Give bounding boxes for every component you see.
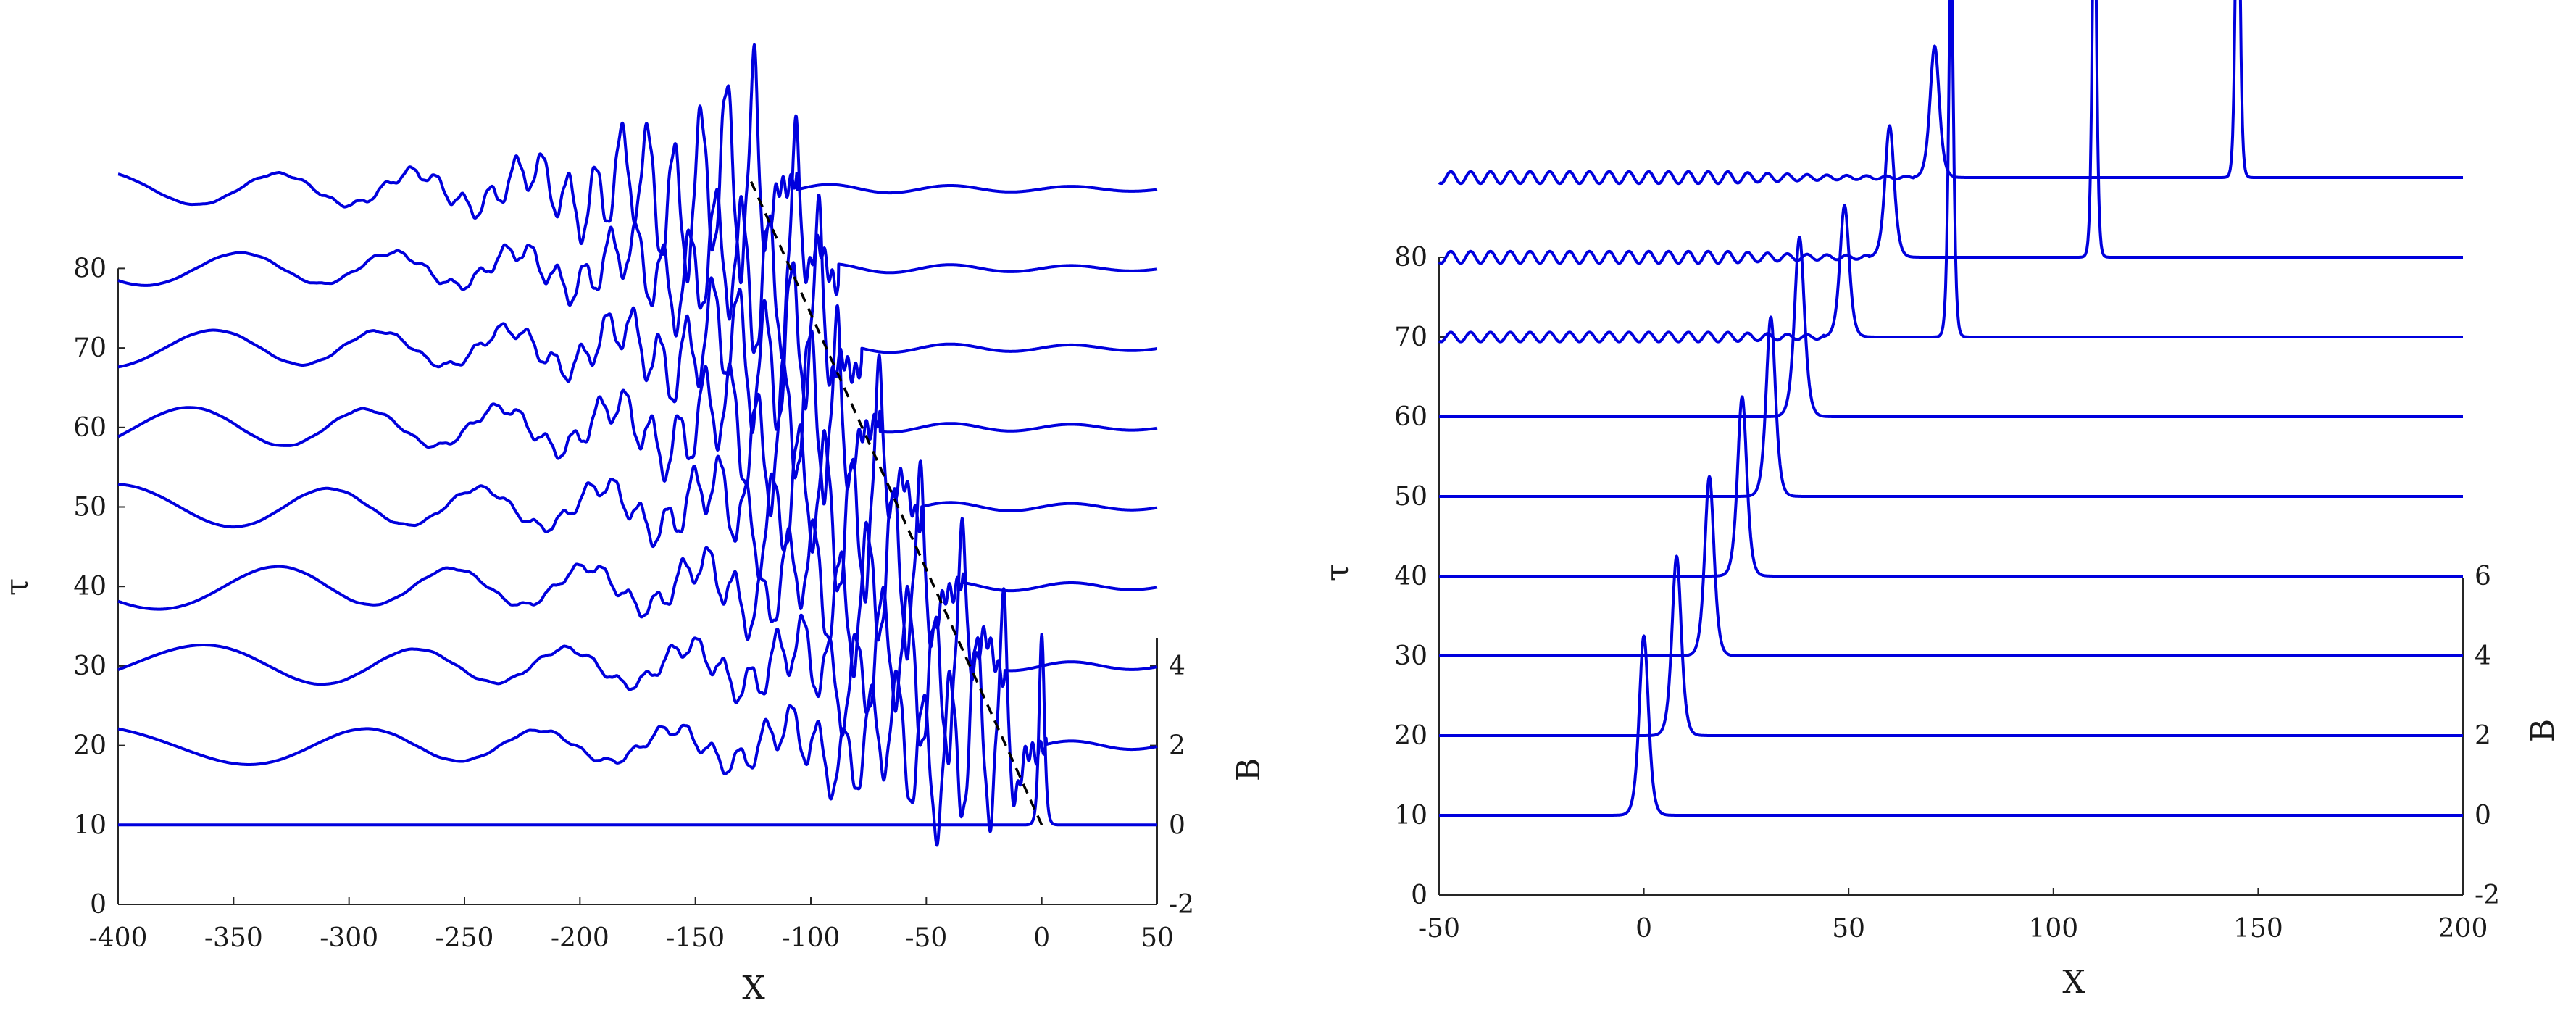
right-trace-tau-90 <box>1438 0 2464 186</box>
right-tau-tick-label: 30 <box>1394 641 1427 671</box>
right-tau-tick-label: 20 <box>1394 721 1427 751</box>
right-trace-tau-40 <box>1438 395 2464 578</box>
left-b-axis-label: B <box>1230 758 1267 781</box>
left-trace-tau-90 <box>117 43 1159 285</box>
right-b-tick-label: -2 <box>2475 881 2500 910</box>
right-tau-axis-label: τ <box>1319 564 1356 581</box>
left-tau-tick-label: 20 <box>73 731 107 761</box>
left-trace-tau-30 <box>117 517 1159 765</box>
left-tau-tick-label: 50 <box>73 493 107 523</box>
left-x-tick-label: 0 <box>1033 923 1050 953</box>
left-traces <box>117 43 1159 847</box>
left-x-tick-label: -250 <box>435 923 494 953</box>
right-trace-tau-80 <box>1438 0 2464 265</box>
right-axes: 0 10 20 30 40 50 60 70 80 -50 0 50 100 150 200 -2 0 2 4 6 <box>1394 243 2500 944</box>
right-b-tick-label: 0 <box>2475 801 2491 831</box>
right-tau-tick-label: 80 <box>1394 243 1427 272</box>
right-x-tick-label: -50 <box>1418 914 1460 944</box>
left-tau-tick-label: 10 <box>73 810 107 840</box>
left-tau-tick-label: 70 <box>73 333 107 363</box>
left-trace-tau-50 <box>117 353 1159 604</box>
right-tau-tick-label: 40 <box>1394 562 1427 591</box>
right-trace-tau-50 <box>1438 315 2464 498</box>
right-traces <box>1438 0 2464 817</box>
right-x-axis-label: X <box>2062 964 2085 1001</box>
left-trace-tau-40 <box>117 459 1159 679</box>
right-b-tick-label: 2 <box>2475 721 2491 751</box>
right-tau-tick-label: 0 <box>1411 881 1427 910</box>
left-x-tick-label: -300 <box>320 923 378 953</box>
left-trace-tau-70 <box>117 194 1159 434</box>
right-b-tick-label: 6 <box>2475 562 2491 591</box>
right-trace-tau-70 <box>1438 0 2464 344</box>
right-x-tick-label: 50 <box>1832 914 1865 944</box>
right-tau-tick-label: 60 <box>1394 402 1427 432</box>
right-x-tick-label: 200 <box>2438 914 2488 944</box>
left-dashed-trajectory-line <box>749 180 1043 826</box>
right-tau-tick-label: 50 <box>1394 482 1427 512</box>
left-tau-axis-label: τ <box>0 578 36 596</box>
left-x-tick-label: 50 <box>1141 923 1174 953</box>
left-trace-tau-80 <box>117 114 1159 360</box>
right-panel: 0 10 20 30 40 50 60 70 80 -50 0 50 100 150 200 -2 0 2 4 6 X… <box>1319 0 2562 1001</box>
left-trace-tau-10 <box>117 633 1159 827</box>
right-tau-tick-label: 70 <box>1394 323 1427 352</box>
left-x-tick-label: -400 <box>89 923 148 953</box>
right-trace-tau-60 <box>1438 236 2464 418</box>
left-x-tick-label: -200 <box>551 923 609 953</box>
right-b-axis-label: B <box>2525 719 2562 742</box>
right-trace-tau-20 <box>1438 554 2464 737</box>
right-x-tick-label: 150 <box>2233 914 2283 944</box>
left-tau-tick-label: 80 <box>73 254 107 283</box>
right-trace-tau-10 <box>1438 634 2464 817</box>
left-b-tick-label: 4 <box>1169 652 1185 681</box>
right-b-tick-label: 4 <box>2475 641 2491 671</box>
left-x-tick-label: -150 <box>666 923 725 953</box>
left-trace-tau-60 <box>117 304 1159 517</box>
left-x-tick-label: -350 <box>204 923 263 953</box>
right-tau-tick-label: 10 <box>1394 801 1427 831</box>
left-b-tick-label: 2 <box>1169 731 1185 761</box>
left-trace-tau-20 <box>117 587 1159 847</box>
right-x-tick-label: 0 <box>1635 914 1652 944</box>
right-x-tick-label: 100 <box>2028 914 2078 944</box>
left-b-tick-label: 0 <box>1169 810 1185 840</box>
left-x-tick-label: -100 <box>782 923 841 953</box>
left-tau-tick-label: 60 <box>73 413 107 443</box>
right-trace-tau-30 <box>1438 475 2464 657</box>
left-x-tick-label: -50 <box>905 923 947 953</box>
left-b-tick-label: -2 <box>1169 890 1194 920</box>
left-x-axis-label: X <box>742 970 765 1007</box>
left-tau-tick-label: 30 <box>73 652 107 681</box>
left-tau-tick-label: 40 <box>73 572 107 602</box>
left-tau-tick-label: 0 <box>90 890 107 920</box>
